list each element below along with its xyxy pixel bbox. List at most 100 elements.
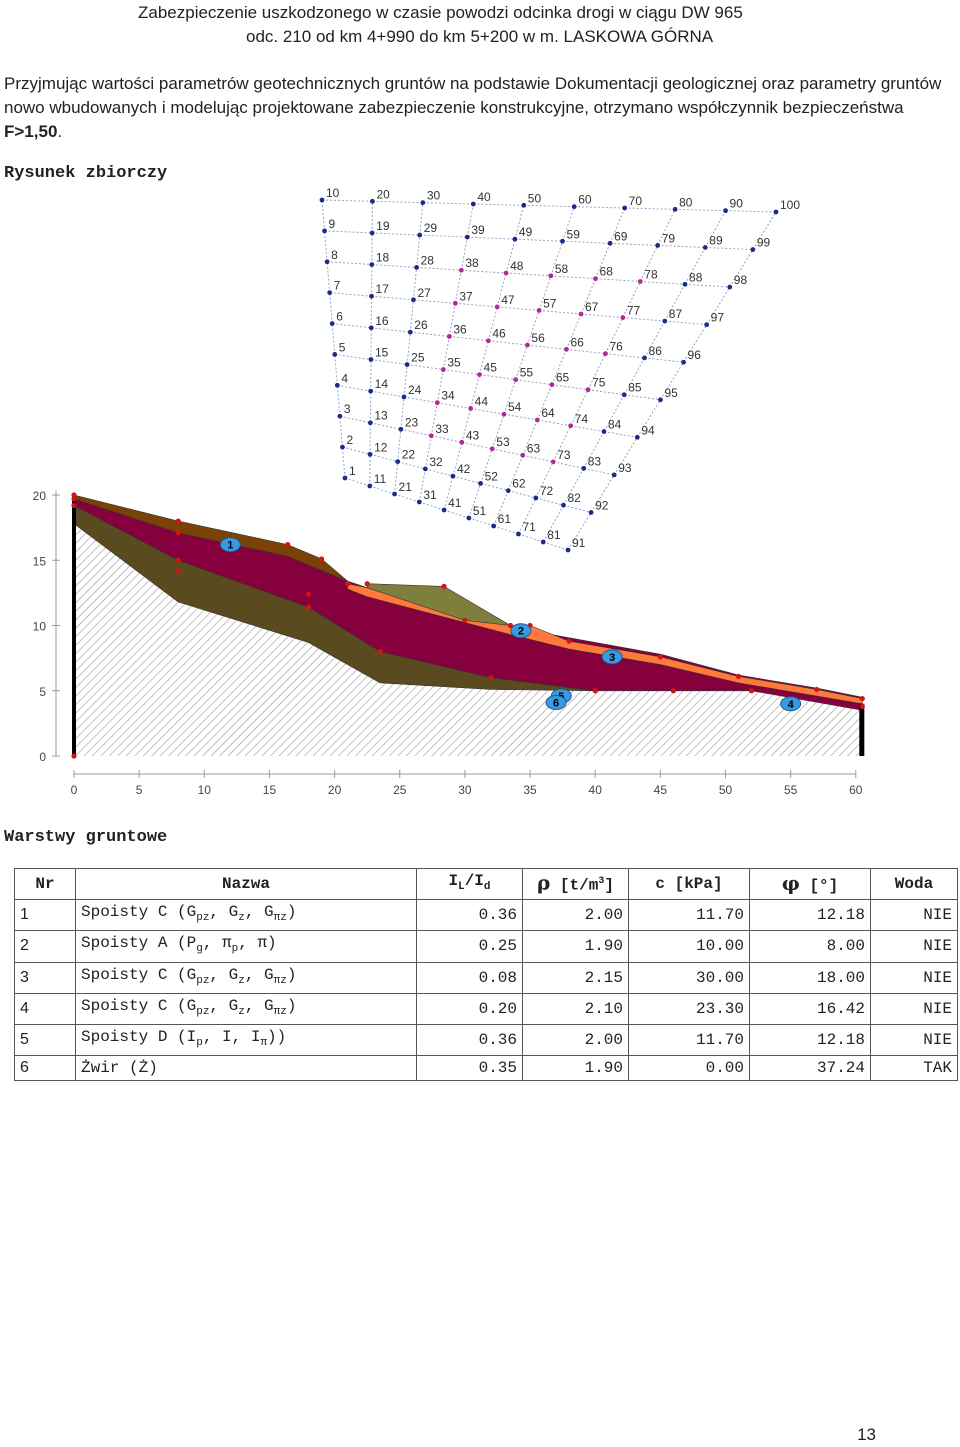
vertex-point [285,541,291,548]
grid-point-label: 70 [629,194,643,208]
cell-rho: 2.10 [522,992,629,1025]
vertex-point [305,604,312,610]
grid-point [401,394,407,400]
grid-point-label: 76 [609,340,623,354]
grid-point [441,507,447,513]
header-line-2: odc. 210 od km 4+990 do km 5+200 w m. LA… [246,27,714,46]
grid-point-label: 64 [541,406,555,420]
grid-point-label: 56 [531,331,545,345]
x-tick-label: 45 [654,783,668,797]
vertex-point [748,688,755,694]
header-line-1: Zabezpieczenie uszkodzonego w czasie pow… [138,3,743,22]
grid-point-label: 29 [424,221,438,235]
vertex-point [175,568,181,574]
grid-point-label: 13 [374,409,388,423]
grid-point-label: 38 [465,256,479,270]
cell-water: NIE [870,961,958,994]
grid-point [525,342,530,348]
cell-water: NIE [870,899,958,932]
grid-point [702,245,708,250]
cell-phi: 12.18 [749,899,871,932]
grid-point [319,197,325,203]
vertex-point [462,617,468,623]
grid-point [422,466,428,472]
left-boundary-post [72,495,76,756]
soil-layers-table: Nr Nazwa IL/Id ρ [t/m3] c [kPa] φ [°] Wo… [14,867,958,1082]
grid-point-label: 96 [688,348,702,362]
grid-point [395,459,401,465]
grid-point [369,262,375,267]
grid-point-label: 14 [375,377,389,391]
grid-point-label: 55 [520,366,534,380]
safety-factor: F>1,50 [4,122,58,141]
table-row: 1 Spoisty C (Gpz, Gz, Gπz) 0.36 2.00 11.70 12… [14,899,958,932]
cell-c: 10.00 [628,930,750,963]
grid-point [505,488,511,494]
figure-title: Rysunek zbiorczy [4,164,168,183]
grid-point-label: 95 [664,386,678,400]
grid-point [466,515,472,521]
grid-point [332,352,338,357]
layer-1-brown [73,494,348,582]
vertex-point [507,622,514,629]
grid-point [411,297,416,303]
right-boundary-post [859,703,865,756]
grid-point [369,230,375,236]
grid-point-label: 45 [484,361,498,375]
grid-point [516,531,521,537]
grid-point-label: 11 [374,472,387,486]
grid-point-label: 67 [585,300,599,314]
axes: 0 5 10 15 20 0 5 10 15 20 25 30 35 40 45 50 55 60 [33,489,863,797]
cell-rho: 2.15 [522,961,629,994]
grid-point [727,284,733,290]
grid-point [398,426,404,432]
grid-point-label: 77 [627,304,641,318]
vertex-point [488,675,494,681]
vertex-point [377,649,383,655]
vertex-point [859,703,865,710]
cell-name: Spoisty A (Pg, πp, π) [75,930,417,963]
x-tick-label: 40 [589,783,603,797]
grid-point-label: 63 [527,441,541,455]
grid-point [434,400,440,406]
grid-point [564,346,569,352]
layer-label-badge [219,537,241,553]
grid-point [369,293,374,299]
grid-point-label: 92 [595,498,609,512]
cell-il: 0.20 [416,992,523,1025]
grid-point [512,236,518,242]
cell-water: NIE [870,1023,958,1057]
col-c: c [kPa] [628,867,750,901]
grid-point [414,265,419,270]
grid-point-label: 65 [556,371,570,385]
grid-point [611,472,617,478]
layer-label-text: 1 [227,540,233,552]
grid-point [520,452,526,458]
grid-point [773,209,779,215]
cell-name: Spoisty D (Ip, I, Iπ)) [75,1023,417,1057]
table-row: 5 Spoisty D (Ip, I, Iπ)) 0.36 2.00 11.70 12.1… [14,1023,958,1057]
grid-point [494,304,500,310]
x-tick-label: 30 [458,783,472,797]
grid-point-label: 59 [567,227,581,241]
grid-point [503,270,509,276]
vertex-point [71,496,77,502]
grid-point [485,338,491,344]
grid-point [489,446,495,452]
grid-point-label: 39 [471,223,485,237]
grid-point-label: 58 [555,262,569,276]
layer-label-text: 2 [518,626,524,638]
grid-point [322,228,327,234]
grid-point-label: 93 [618,461,632,475]
grid-point [681,359,686,365]
grid-point [368,388,374,394]
grid-point-label: 6 [336,310,343,324]
cell-c: 11.70 [628,1023,750,1057]
grid-point [593,276,598,282]
grid-point [534,417,540,423]
cell-phi: 16.42 [749,992,871,1025]
y-tick-label: 20 [33,489,47,503]
grid-point-label: 84 [608,418,622,432]
grid-point [536,308,542,313]
table-row: 4 Spoisty C (Gpz, Gz, Gπz) 0.20 2.10 23.30 16… [14,992,958,1025]
